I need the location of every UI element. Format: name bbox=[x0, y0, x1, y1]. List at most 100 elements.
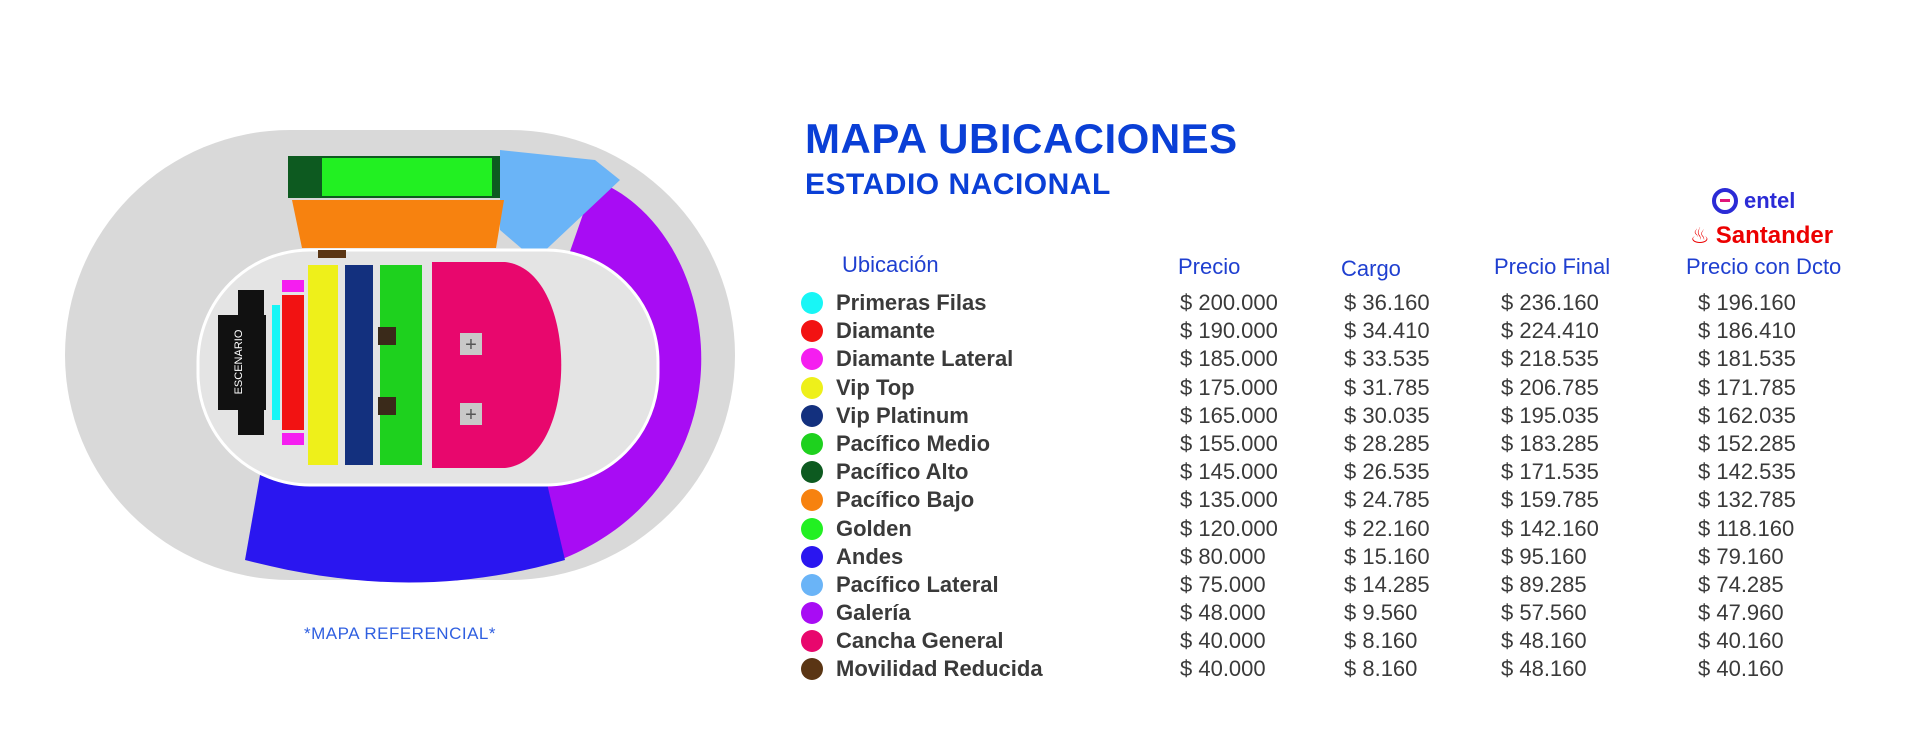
location-name: Galería bbox=[836, 600, 911, 626]
price-cell: $ 155.000 bbox=[1180, 430, 1278, 456]
santander-label: Santander bbox=[1715, 222, 1834, 249]
section-movilidad-reducida[interactable] bbox=[318, 250, 346, 258]
table-row: Andes $ 80.000 $ 15.160 $ 95.160 $ 79.160 bbox=[800, 542, 1860, 570]
location-name: Cancha General bbox=[836, 628, 1004, 654]
section-andes[interactable] bbox=[245, 475, 565, 583]
cargo-cell: $ 26.535 bbox=[1344, 459, 1430, 485]
cargo-cell: $ 15.160 bbox=[1344, 543, 1430, 569]
table-row: Vip Platinum $ 165.000 $ 30.035 $ 195.035 $ … bbox=[800, 401, 1860, 429]
section-pacifico-bajo[interactable] bbox=[292, 200, 504, 248]
price-cell: $ 200.000 bbox=[1180, 290, 1278, 315]
final-price-cell: $ 95.160 bbox=[1501, 543, 1587, 569]
entel-icon bbox=[1712, 188, 1738, 214]
cargo-cell: $ 8.160 bbox=[1344, 656, 1418, 682]
flame-icon: ♨ bbox=[1690, 223, 1710, 248]
discount-price-cell: $ 142.535 bbox=[1698, 459, 1796, 485]
plus-icon: + bbox=[465, 404, 477, 426]
section-golden-top[interactable] bbox=[322, 158, 492, 196]
price-table: Primeras Filas $ 200.000 $ 36.160 $ 236.160… bbox=[800, 288, 1860, 683]
section-pacifico-medio[interactable] bbox=[380, 265, 422, 465]
section-diamante-lateral[interactable] bbox=[282, 280, 304, 292]
location-name: Pacífico Lateral bbox=[836, 571, 999, 597]
final-price-cell: $ 142.160 bbox=[1501, 515, 1599, 541]
header-precio-con-dcto: Precio con Dcto bbox=[1686, 254, 1842, 279]
discount-price-cell: $ 196.160 bbox=[1698, 290, 1796, 315]
location-name: Diamante Lateral bbox=[836, 346, 1014, 372]
section-cancha-general[interactable] bbox=[432, 262, 562, 468]
entel-label: entel bbox=[1744, 188, 1796, 213]
price-cell: $ 190.000 bbox=[1180, 318, 1278, 344]
location-name: Vip Platinum bbox=[836, 402, 969, 428]
plus-icon: + bbox=[465, 334, 477, 356]
table-row: Vip Top $ 175.000 $ 31.785 $ 206.785 $ 171.7… bbox=[800, 373, 1860, 401]
color-dot bbox=[801, 292, 823, 314]
price-cell: $ 145.000 bbox=[1180, 459, 1278, 485]
location-name: Movilidad Reducida bbox=[836, 656, 1043, 682]
table-row: Golden $ 120.000 $ 22.160 $ 142.160 $ 118.16… bbox=[800, 514, 1860, 542]
cargo-cell: $ 34.410 bbox=[1344, 318, 1430, 344]
cargo-cell: $ 36.160 bbox=[1344, 290, 1430, 315]
section-vip-platinum[interactable] bbox=[345, 265, 373, 465]
color-dot bbox=[801, 602, 823, 625]
final-price-cell: $ 236.160 bbox=[1501, 290, 1599, 315]
location-name: Pacífico Alto bbox=[836, 459, 969, 485]
map-reference-note: *MAPA REFERENCIAL* bbox=[304, 624, 496, 643]
color-dot bbox=[801, 376, 823, 399]
stage-label: ESCENARIO bbox=[233, 329, 245, 394]
table-row: Cancha General $ 40.000 $ 8.160 $ 48.160 $ 4… bbox=[800, 626, 1860, 654]
cargo-cell: $ 9.560 bbox=[1344, 600, 1418, 626]
color-dot bbox=[801, 320, 823, 343]
stage-block bbox=[218, 315, 266, 410]
final-price-cell: $ 48.160 bbox=[1501, 656, 1587, 682]
header-precio-final: Precio Final bbox=[1494, 254, 1611, 279]
header-ubicacion: Ubicación bbox=[842, 252, 939, 277]
price-cell: $ 40.000 bbox=[1180, 656, 1266, 682]
cargo-cell: $ 22.160 bbox=[1344, 515, 1430, 541]
section-primeras-filas[interactable] bbox=[272, 305, 280, 420]
camera-platform bbox=[378, 397, 396, 415]
discount-price-cell: $ 162.035 bbox=[1698, 402, 1796, 428]
discount-price-cell: $ 40.160 bbox=[1698, 656, 1784, 682]
location-name: Vip Top bbox=[836, 374, 915, 400]
tower-marker bbox=[460, 403, 482, 425]
section-vip-top[interactable] bbox=[308, 265, 338, 465]
header-precio: Precio bbox=[1178, 254, 1241, 279]
color-dot bbox=[801, 630, 823, 653]
price-cell: $ 185.000 bbox=[1180, 346, 1278, 372]
table-row: Pacífico Bajo $ 135.000 $ 24.785 $ 159.785 $… bbox=[800, 485, 1860, 513]
discount-price-cell: $ 40.160 bbox=[1698, 628, 1784, 654]
price-cell: $ 175.000 bbox=[1180, 374, 1278, 400]
table-row: Pacífico Medio $ 155.000 $ 28.285 $ 183.285… bbox=[800, 429, 1860, 457]
stage-extension-bottom bbox=[238, 410, 264, 435]
cargo-cell: $ 31.785 bbox=[1344, 374, 1430, 400]
header-cargo: Cargo bbox=[1341, 256, 1401, 281]
final-price-cell: $ 89.285 bbox=[1501, 571, 1587, 597]
section-diamante-lateral[interactable] bbox=[282, 433, 304, 445]
cargo-cell: $ 33.535 bbox=[1344, 346, 1430, 372]
stadium-map: ESCENARIO + + *MAPA REFERENCIAL* bbox=[0, 0, 760, 750]
location-name: Pacífico Medio bbox=[836, 430, 991, 456]
camera-platform bbox=[378, 327, 396, 345]
cargo-cell: $ 28.285 bbox=[1344, 430, 1430, 456]
color-dot bbox=[801, 517, 823, 540]
color-dot bbox=[801, 432, 823, 455]
color-dot bbox=[801, 348, 823, 371]
price-cell: $ 40.000 bbox=[1180, 628, 1266, 654]
discount-price-cell: $ 118.160 bbox=[1698, 515, 1795, 541]
location-name: Pacífico Bajo bbox=[836, 487, 975, 513]
stadium-map-graphic: ESCENARIO + + bbox=[65, 130, 735, 583]
discount-price-cell: $ 132.785 bbox=[1698, 487, 1796, 513]
section-diamante[interactable] bbox=[282, 295, 304, 430]
final-price-cell: $ 206.785 bbox=[1501, 374, 1599, 400]
final-price-cell: $ 195.035 bbox=[1501, 402, 1599, 428]
price-cell: $ 48.000 bbox=[1180, 600, 1266, 626]
color-dot bbox=[801, 489, 823, 512]
color-dot bbox=[801, 573, 823, 596]
page-title: MAPA UBICACIONES bbox=[805, 115, 1238, 162]
page-subtitle: ESTADIO NACIONAL bbox=[805, 168, 1111, 201]
discount-price-cell: $ 186.410 bbox=[1698, 318, 1796, 344]
section-pacifico-lateral[interactable] bbox=[500, 150, 620, 260]
location-name: Golden bbox=[836, 515, 912, 541]
discount-price-cell: $ 181.535 bbox=[1698, 346, 1796, 372]
table-row: Diamante Lateral $ 185.000 $ 33.535 $ 218.5… bbox=[800, 344, 1860, 372]
